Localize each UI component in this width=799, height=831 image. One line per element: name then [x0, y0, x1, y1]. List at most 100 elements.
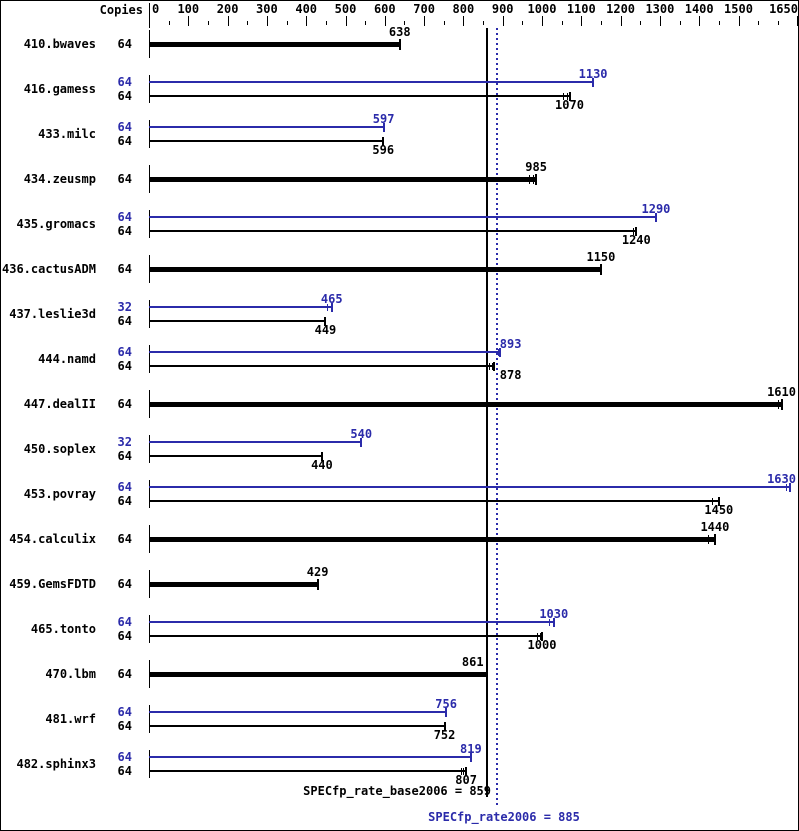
axis-tick-label: 1000: [527, 2, 557, 16]
axis-tick-label: 700: [413, 2, 435, 16]
base-bar: [149, 770, 467, 772]
base-bar: [149, 725, 445, 727]
run-mark: [465, 767, 467, 775]
copies-label: 64: [117, 577, 132, 591]
run-mark: [540, 632, 542, 640]
axis-major-tick: [502, 16, 504, 26]
run-mark: [566, 92, 568, 100]
axis-major-tick: [738, 16, 740, 26]
base-bar: [149, 95, 570, 97]
bar-value-label: 1150: [586, 250, 616, 264]
copies-label: 64: [117, 449, 132, 463]
bar-value-label: 985: [525, 160, 547, 174]
base-bar: [149, 401, 782, 407]
axis-minor-tick: [443, 21, 445, 25]
benchmark-name: 436.cactusADM: [2, 262, 96, 276]
bar-value-label: 638: [388, 25, 411, 39]
bar-end-tick: [498, 347, 501, 357]
bar-end-tick: [445, 707, 448, 717]
axis-major-tick: [581, 16, 583, 26]
bar-value-label: 1440: [700, 520, 730, 534]
axis-major-tick: [620, 16, 622, 26]
benchmark-name: 450.soplex: [23, 442, 96, 456]
axis-major-tick: [797, 16, 798, 26]
benchmark-name: 465.tonto: [30, 622, 96, 636]
run-mark: [491, 362, 493, 370]
copies-label: 64: [117, 532, 132, 546]
peak-result-label: SPECfp_rate2006 = 885: [428, 810, 580, 824]
bar-end-tick: [493, 361, 496, 371]
axis-major-tick: [699, 16, 701, 26]
bar-value-label: 1630: [767, 472, 796, 486]
axis-tick-label: 300: [256, 2, 278, 16]
bar-value-label: 1450: [704, 503, 734, 517]
base-bar: [149, 320, 326, 322]
peak-bar: [149, 756, 471, 758]
bar-value-label: 465: [320, 292, 343, 306]
run-mark: [461, 767, 463, 775]
copies-label: 64: [117, 629, 132, 643]
bar-value-label: 1610: [767, 385, 796, 399]
bar-value-label: 597: [372, 112, 395, 126]
run-mark: [497, 348, 499, 356]
base-bar: [149, 230, 637, 232]
benchmark-name: 410.bwaves: [23, 37, 96, 51]
benchmark-name: 482.sphinx3: [16, 757, 96, 771]
run-mark: [786, 483, 788, 491]
run-mark: [489, 362, 491, 370]
run-mark: [326, 303, 328, 311]
benchmark-name: 435.gromacs: [16, 217, 96, 231]
axis-minor-tick: [325, 21, 327, 25]
axis-major-tick: [659, 16, 661, 26]
row-axis-segment: [149, 345, 150, 373]
axis-minor-tick: [777, 21, 779, 25]
bar-end-tick: [486, 668, 489, 680]
axis-minor-tick: [522, 21, 524, 25]
axis-minor-tick: [404, 21, 406, 25]
run-mark: [463, 767, 465, 775]
copies-label: 64: [117, 120, 132, 134]
axis-tick-label: 100: [177, 2, 200, 16]
run-mark: [777, 399, 779, 409]
copies-label: 64: [117, 750, 132, 764]
bar-end-tick: [324, 316, 327, 326]
axis-major-tick: [227, 16, 229, 26]
benchmark-name: 444.namd: [38, 352, 96, 366]
copies-label: 64: [117, 494, 132, 508]
bar-value-label: 807: [455, 773, 477, 787]
copies-column-header: Copies: [99, 3, 143, 17]
axis-minor-tick: [679, 21, 681, 25]
axis-major-tick: [542, 16, 543, 26]
copies-label: 32: [117, 435, 132, 449]
peak-bar: [149, 306, 332, 308]
axis-minor-tick: [561, 21, 563, 25]
peak-bar: [149, 126, 384, 128]
copies-label: 64: [117, 397, 132, 411]
axis-major-tick: [266, 16, 268, 26]
run-mark: [707, 534, 709, 544]
peak-reference-line: [495, 28, 498, 808]
axis-tick-label: 500: [334, 2, 357, 16]
axis-tick-label: 600: [373, 2, 396, 16]
copies-label: 64: [117, 764, 132, 778]
base-bar: [149, 365, 495, 367]
base-bar: [149, 635, 542, 637]
bar-value-label: 893: [499, 337, 522, 351]
run-mark: [562, 92, 564, 100]
bar-value-label: 1130: [578, 67, 608, 81]
bar-end-tick: [360, 437, 363, 447]
axis-minor-tick: [168, 21, 170, 25]
bar-value-label: 429: [306, 565, 329, 579]
copies-label: 64: [117, 615, 132, 629]
run-mark: [552, 618, 554, 626]
copies-label: 64: [117, 262, 132, 276]
copies-label: 64: [117, 172, 132, 186]
axis-major-tick: [384, 16, 386, 26]
copies-label: 64: [117, 134, 132, 148]
benchmark-name: 470.lbm: [45, 667, 96, 681]
bar-end-tick: [382, 136, 385, 146]
axis-major-tick: [345, 16, 347, 26]
axis-minor-tick: [600, 21, 602, 25]
bar-end-tick: [592, 77, 595, 87]
benchmark-name: 481.wrf: [45, 712, 96, 726]
